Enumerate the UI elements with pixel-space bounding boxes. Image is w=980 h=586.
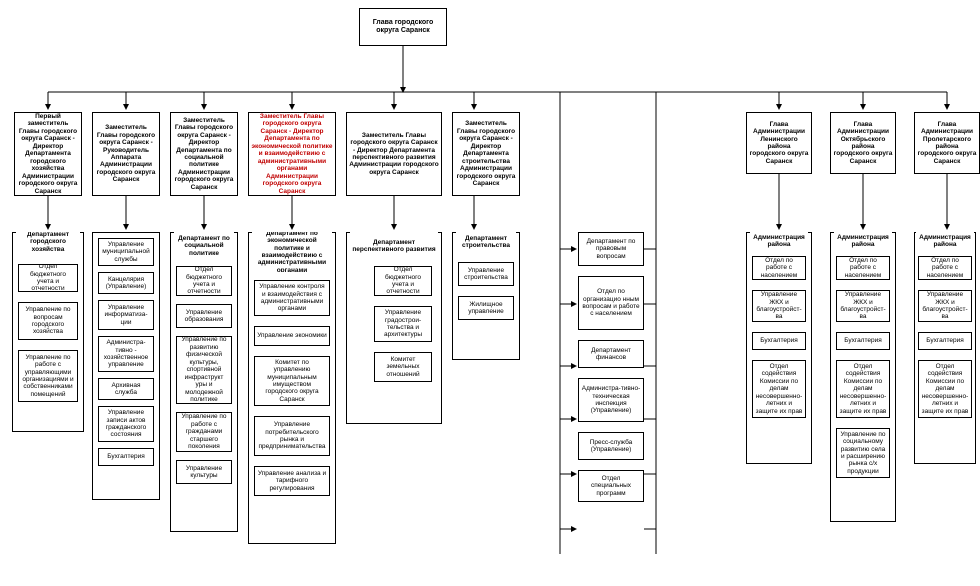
root-node: Глава городского округа Саранск [359, 8, 447, 46]
col8-item-1: Управление ЖКХ и благоустройст-ва [752, 290, 806, 322]
col3-item-0: Отдел бюджетного учета и отчетности [176, 266, 232, 296]
col3-item-1: Управление образования [176, 304, 232, 328]
col3-item-2: Управление по развитию физической культу… [176, 336, 232, 404]
col2-item-1: Канцелярия (Управление) [98, 272, 154, 294]
org-chart: Глава городского округа Саранск Первый з… [4, 4, 976, 582]
col8-item-2: Бухгалтерия [752, 332, 806, 350]
deputy-6: Заместитель Главы городского округа Сара… [452, 112, 520, 196]
district-head-3: Глава Администрации Пролетарского района… [914, 112, 980, 174]
col9-header: Администрация района [834, 232, 892, 250]
district-head-2: Глава Администрации Октябрьского района … [830, 112, 896, 174]
col9-item-2: Бухгалтерия [836, 332, 890, 350]
deputy-5: Заместитель Главы городского округа Сара… [346, 112, 442, 196]
col2-item-4: Архивная служба [98, 378, 154, 400]
col10-header: Администрация района [916, 232, 974, 250]
col5-item-0: Отдел бюджетного учета и отчетности [374, 266, 432, 296]
col3-item-3: Управление по работе с гражданами старше… [176, 412, 232, 452]
col9-item-4: Управление по социальному развитию села … [836, 428, 890, 478]
col7-item-0: Департамент по правовым вопросам [578, 232, 644, 266]
col1-item-2: Управление по работе с управляющими орга… [18, 350, 78, 402]
col10-item-0: Отдел по работе с населением [918, 256, 972, 280]
col7-item-5: Отдел специальных программ [578, 470, 644, 502]
deputy-2: Заместитель Главы городского округа Сара… [92, 112, 160, 196]
col6-header: Департамент строительства [456, 232, 516, 252]
col5-item-1: Управление градострои-тельства и архитек… [374, 306, 432, 342]
col2-item-6: Бухгалтерия [98, 448, 154, 466]
col4-item-0: Управление контроля и взаимодействия с а… [254, 280, 330, 316]
col5-item-2: Комитет земельных отношений [374, 352, 432, 382]
col7-item-3: Администра-тивно-техническая инспекция (… [578, 378, 644, 422]
col8-item-0: Отдел по работе с населением [752, 256, 806, 280]
col9-item-1: Управление ЖКХ и благоустройст-ва [836, 290, 890, 322]
col7-item-2: Департамент финансов [578, 340, 644, 368]
col3-header: Департамент по социальной политике [174, 232, 234, 260]
col10-item-2: Бухгалтерия [918, 332, 972, 350]
col4-item-3: Управление потребительского рынка и пред… [254, 416, 330, 456]
district-head-1: Глава Администрации Ленинского района го… [746, 112, 812, 174]
deputy-3: Заместитель Главы городского округа Сара… [170, 112, 238, 196]
col10-item-3: Отдел содействия Комиссии по делам несов… [918, 360, 972, 418]
deputy-1: Первый заместитель Главы городского окру… [14, 112, 82, 196]
col8-item-3: Отдел содействия Комиссии по делам несов… [752, 360, 806, 418]
col6-item-0: Управление строительства [458, 262, 514, 286]
col6-item-1: Жилищное управление [458, 296, 514, 320]
col2-item-0: Управление муниципальной службы [98, 238, 154, 266]
col2-item-2: Управление информатиза-ции [98, 300, 154, 330]
col2-item-3: Администра-тивно - хозяйственное управле… [98, 336, 154, 372]
col4-header: Департамент по экономической политике и … [252, 232, 332, 272]
col7-item-1: Отдел по организацио нным вопросам и раб… [578, 276, 644, 330]
col9-item-0: Отдел по работе с населением [836, 256, 890, 280]
col4-item-2: Комитет по управлению муниципальным имущ… [254, 356, 330, 406]
deputy-4: Заместитель Главы городского округа Сара… [248, 112, 336, 196]
col1-header: Департамент городского хозяйства [16, 232, 80, 252]
col1-item-0: Отдел бюджетного учета и отчетности [18, 264, 78, 292]
col1-item-1: Управление по вопросам городского хозяйс… [18, 302, 78, 340]
col3-item-4: Управление культуры [176, 460, 232, 484]
col10-item-1: Управление ЖКХ и благоустройст-ва [918, 290, 972, 322]
col9-item-3: Отдел содействия Комиссии по делам несов… [836, 360, 890, 418]
col5-header: Департамент перспективного развития [350, 232, 438, 260]
col8-header: Администрация района [750, 232, 808, 250]
col4-item-4: Управление анализа и тарифного регулиров… [254, 466, 330, 496]
col7-item-4: Пресс-служба (Управление) [578, 432, 644, 460]
col2-item-5: Управление записи актов гражданского сос… [98, 406, 154, 442]
col4-item-1: Управление экономики [254, 326, 330, 346]
